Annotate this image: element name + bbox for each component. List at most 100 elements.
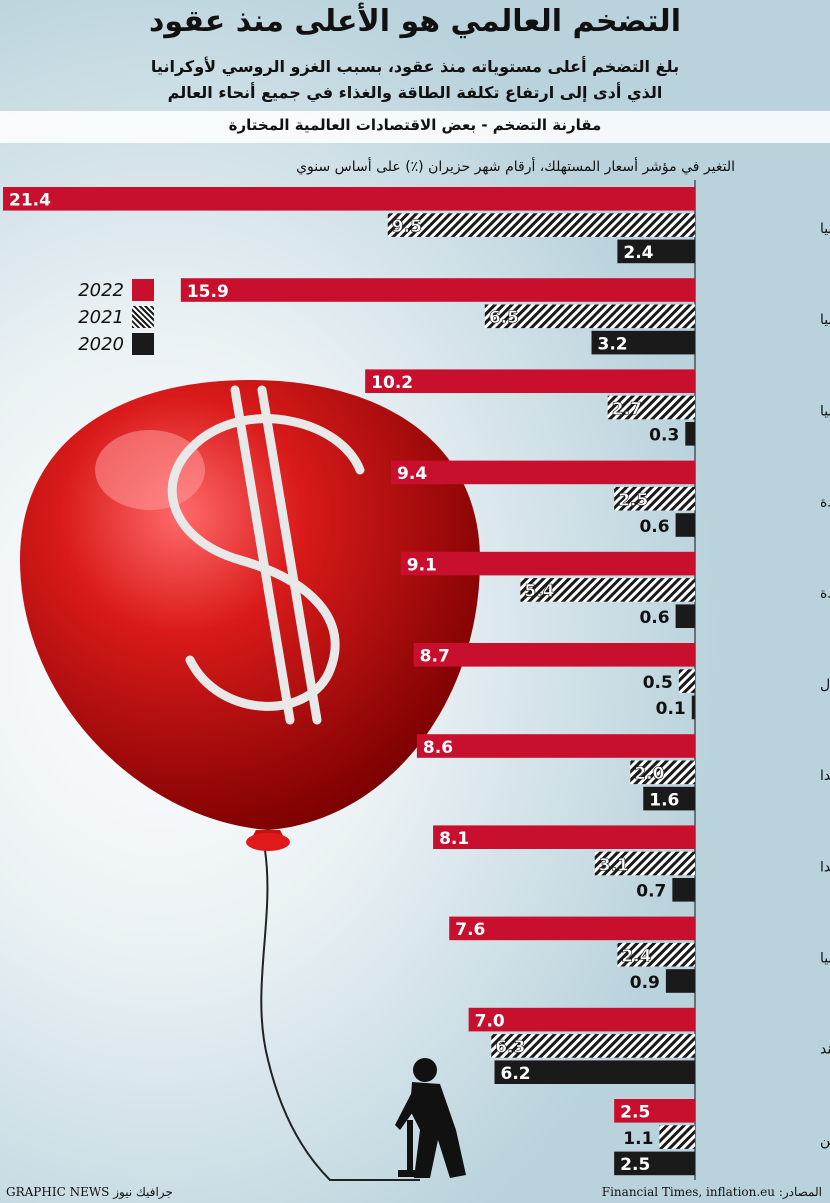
bar-2022-1 — [180, 278, 695, 302]
value-label-2021-5: 0.5 — [643, 673, 673, 693]
bar-2021-6 — [630, 760, 695, 785]
balloon-highlight — [95, 430, 205, 510]
bar-2021-0 — [387, 213, 695, 237]
bar-2021-7 — [594, 851, 695, 876]
bar-2021-3 — [614, 486, 695, 511]
value-label-2022-1: 15.9 — [187, 282, 229, 302]
value-label-2020-6: 1.6 — [649, 790, 679, 810]
bar-2022-3 — [391, 460, 695, 485]
publisher-credit: GRAPHIC NEWS جرافيك نيوز — [6, 1185, 173, 1199]
bar-2021-2 — [607, 395, 695, 420]
value-label-2020-3: 0.6 — [639, 517, 669, 537]
person-pump-icon — [395, 1058, 466, 1178]
bar-2021-10 — [659, 1125, 695, 1149]
bar-2022-7 — [433, 825, 695, 849]
bar-2020-3 — [675, 513, 695, 537]
category-label-6: هولندا — [820, 768, 830, 784]
value-label-2022-9: 7.0 — [475, 1011, 505, 1031]
value-label-2020-10: 2.5 — [620, 1155, 650, 1175]
legend-swatch-2021 — [132, 306, 154, 328]
bar-2021-9 — [491, 1034, 695, 1058]
page-subtitle: بلغ التضخم أعلى مستوياته منذ عقود، بسبب … — [0, 54, 830, 106]
value-label-2022-10: 2.5 — [620, 1103, 650, 1123]
legend-swatch-2020 — [132, 333, 154, 355]
page-title: التضخم العالمي هو الأعلى منذ عقود — [149, 4, 681, 39]
category-label-7: كندا — [820, 859, 830, 875]
category-label-0: أوكرانيا — [820, 219, 830, 237]
bar-2020-8 — [665, 969, 695, 993]
value-label-2021-3: 2.5 — [618, 491, 648, 511]
bar-2021-4 — [520, 578, 695, 602]
legend-label-2022: 2022 — [78, 280, 124, 301]
category-label-9: الهند — [820, 1042, 830, 1058]
bar-2020-0 — [617, 239, 695, 264]
bar-2022-6 — [416, 734, 695, 758]
bar-2020-9 — [494, 1060, 695, 1084]
category-label-5: البرتغال — [820, 677, 830, 693]
chart-legend: 2022 2021 2020 — [60, 278, 160, 359]
value-label-2022-6: 8.6 — [423, 738, 453, 758]
legend-item-2020: 2020 — [60, 332, 160, 359]
value-label-2021-4: 5.4 — [524, 582, 554, 602]
value-label-2020-4: 0.6 — [639, 608, 669, 628]
legend-swatch-2022 — [132, 279, 154, 301]
bar-2022-0 — [3, 187, 695, 211]
subtitle-line-2: الذي أدى إلى ارتفاع تكلفة الطاقة والغذاء… — [167, 83, 663, 102]
category-label-8: ألمانيا — [820, 949, 830, 967]
value-label-2022-8: 7.6 — [455, 920, 485, 940]
value-label-2021-6: 2.0 — [634, 764, 664, 784]
legend-label-2021: 2021 — [78, 307, 124, 328]
bar-2022-2 — [365, 369, 695, 393]
subtitle-line-1: بلغ التضخم أعلى مستوياته منذ عقود، بسبب … — [150, 57, 680, 76]
bar-2020-5 — [691, 695, 695, 720]
bar-2020-1 — [591, 330, 695, 355]
section-title: مقارنة التضخم - بعض الاقتصادات العالمية … — [228, 116, 602, 134]
value-label-2021-2: 2.7 — [612, 399, 642, 419]
value-label-2020-7: 0.7 — [636, 882, 666, 902]
balloon-string — [260, 849, 420, 1181]
bar-2020-6 — [643, 786, 695, 811]
value-label-2020-8: 0.9 — [630, 973, 660, 993]
section-band — [0, 111, 830, 143]
value-label-2020-0: 2.4 — [623, 243, 653, 263]
value-label-2022-4: 9.1 — [407, 555, 437, 575]
bar-2022-8 — [449, 916, 695, 941]
bar-2020-7 — [672, 878, 695, 902]
value-label-2020-9: 6.2 — [501, 1064, 531, 1084]
category-label-2: إسبانيا — [820, 403, 830, 419]
bar-2022-10 — [614, 1099, 695, 1123]
value-label-2021-7: 3.1 — [599, 855, 629, 875]
bar-2020-10 — [614, 1151, 695, 1176]
legend-label-2020: 2020 — [78, 334, 124, 355]
value-label-2020-2: 0.3 — [649, 426, 679, 446]
category-label-4: الولايات المتحدة — [820, 586, 830, 602]
value-label-2022-7: 8.1 — [439, 829, 469, 849]
legend-item-2021: 2021 — [60, 305, 160, 332]
value-label-2022-2: 10.2 — [371, 373, 413, 393]
bar-2020-4 — [675, 604, 695, 628]
legend-item-2022: 2022 — [60, 278, 160, 305]
chart-subtitle: التغير في مؤشر أسعار المستهلك، أرقام شهر… — [296, 159, 735, 175]
bar-2021-1 — [484, 304, 695, 329]
value-label-2021-9: 6.3 — [495, 1038, 525, 1058]
bar-2022-4 — [400, 551, 695, 576]
value-label-2022-5: 8.7 — [420, 647, 450, 667]
value-label-2021-8: 2.4 — [621, 947, 651, 967]
value-label-2021-10: 1.1 — [623, 1129, 653, 1149]
value-label-2020-5: 0.1 — [656, 699, 686, 719]
category-label-1: روسيا — [820, 312, 830, 328]
bar-2021-5 — [678, 669, 695, 693]
category-label-10: الصين — [820, 1133, 830, 1149]
category-label-3: المملكة المتحدة — [820, 495, 830, 511]
bars-group: 21.4 9.5 2.4 أوكرانيا 15.9 6.5 3.2 روسيا 10.2 2.7… — [3, 187, 830, 1176]
source-credit: المصادر: Financial Times, inflation.eu — [601, 1185, 822, 1199]
dollar-sign — [167, 385, 365, 725]
bar-2020-2 — [685, 422, 695, 446]
value-label-2022-0: 21.4 — [9, 191, 51, 211]
bar-2022-9 — [468, 1007, 695, 1032]
value-label-2020-1: 3.2 — [598, 334, 628, 354]
bar-2022-5 — [413, 643, 695, 667]
value-label-2021-1: 6.5 — [489, 308, 519, 328]
value-label-2021-0: 9.5 — [392, 217, 422, 237]
